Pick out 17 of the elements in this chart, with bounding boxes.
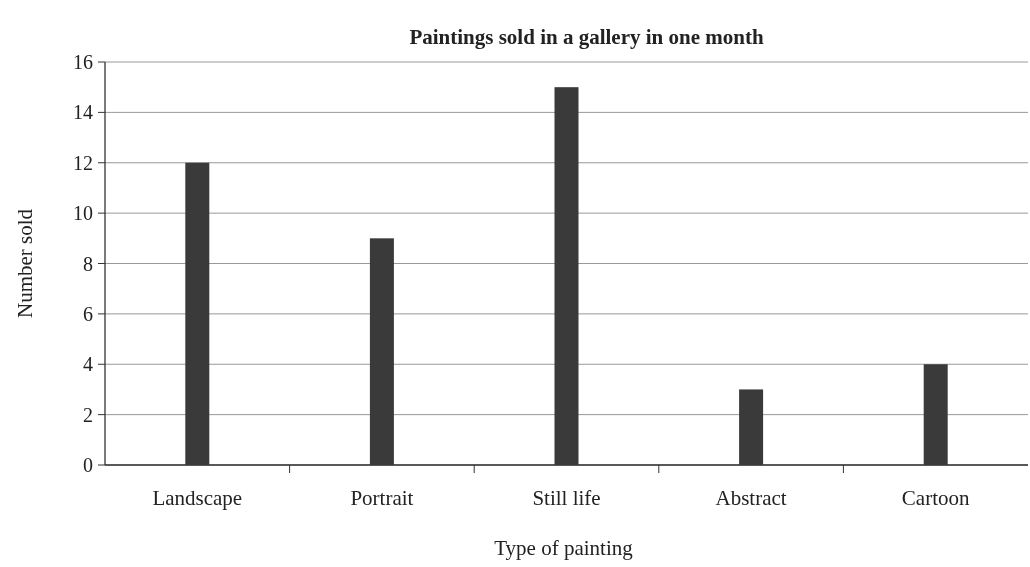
y-tick-label: 2 bbox=[83, 403, 93, 426]
y-tick-label: 8 bbox=[83, 252, 93, 275]
y-tick-label: 4 bbox=[83, 353, 93, 376]
y-tick-label: 0 bbox=[83, 454, 93, 476]
y-tick-label: 10 bbox=[73, 202, 93, 225]
x-tick-label: Abstract bbox=[715, 486, 787, 510]
x-tick-label: Still life bbox=[532, 486, 601, 510]
y-tick-label: 6 bbox=[83, 302, 93, 325]
x-tick-label: Cartoon bbox=[901, 486, 971, 510]
x-tick-label: Portrait bbox=[350, 486, 414, 510]
chart-title: Paintings sold in a gallery in one month bbox=[409, 25, 764, 49]
x-tick-label: Landscape bbox=[152, 486, 243, 510]
y-tick-label: 14 bbox=[73, 101, 93, 124]
x-axis-title: Type of painting bbox=[494, 536, 634, 560]
y-tick-label: 12 bbox=[73, 151, 93, 174]
y-axis-title: Number sold bbox=[13, 208, 37, 319]
y-tick-label: 16 bbox=[73, 51, 93, 73]
